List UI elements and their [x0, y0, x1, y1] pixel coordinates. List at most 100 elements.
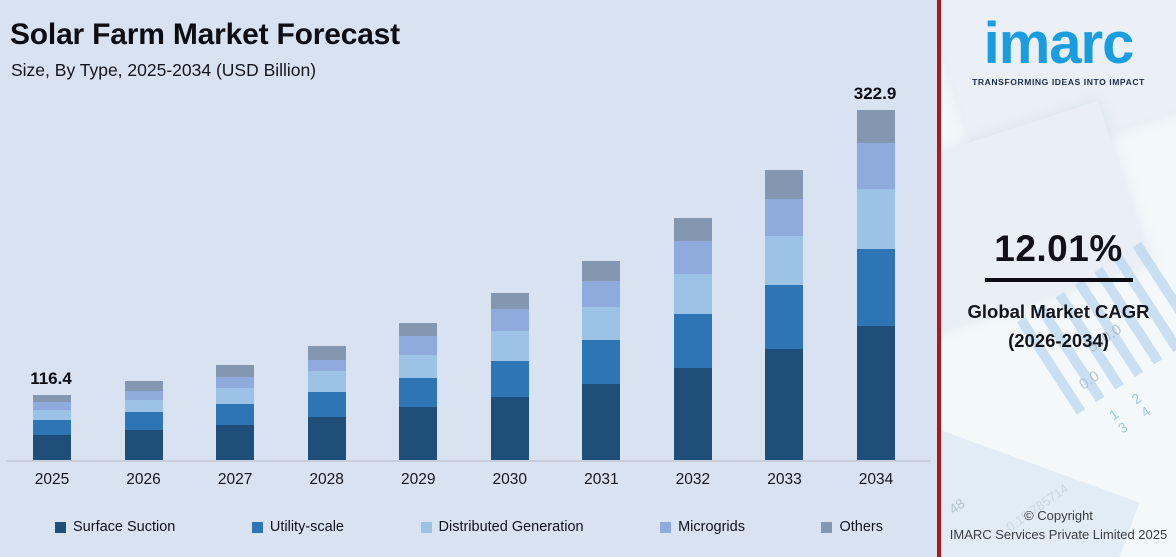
cagr-label-line2: (2026-2034) [1008, 329, 1109, 351]
legend-item-surface-suction: Surface Suction [55, 519, 175, 535]
copyright-notice: © Copyright IMARC Services Private Limit… [941, 507, 1176, 545]
bar-segment-distributed-generation [673, 274, 712, 314]
bar-segment-microgrids [33, 402, 71, 410]
chart-legend: Surface Suction Utility-scale Distributed … [55, 519, 883, 535]
legend-item-distributed-generation: Distributed Generation [420, 519, 584, 535]
bar-segment-others [857, 110, 896, 143]
bar-segment-microgrids [490, 309, 529, 331]
bar-segment-surface-suction [582, 384, 621, 461]
bar-segment-distributed-generation [490, 331, 529, 361]
bar-segment-microgrids [307, 360, 346, 371]
bar-segment-utility-scale [490, 361, 529, 397]
legend-swatch-icon [821, 521, 833, 533]
copyright-line1: © Copyright [1024, 508, 1093, 524]
x-axis-label-2033: 2033 [767, 471, 802, 488]
bar-segment-others [399, 323, 438, 336]
x-axis-label-2028: 2028 [309, 471, 344, 488]
cagr-value: 12.01% [994, 228, 1123, 269]
value-label-2034: 322.9 [853, 84, 897, 103]
x-axis-label-2030: 2030 [492, 471, 528, 488]
bar-segment-surface-suction [33, 435, 71, 461]
x-axis-label-2032: 2032 [675, 471, 711, 488]
x-axis-label-2034: 2034 [858, 471, 894, 488]
bar-segment-utility-scale [399, 378, 438, 407]
red-divider-bar [937, 0, 941, 557]
bar-segment-surface-suction [124, 430, 163, 461]
x-axis-label-2031: 2031 [584, 471, 619, 488]
decor-number: 0.0 [1076, 367, 1103, 394]
chart-subtitle: Size, By Type, 2025-2034 (USD Billion) [11, 60, 317, 80]
bar-segment-surface-suction [307, 417, 346, 461]
bar-segment-microgrids [216, 377, 255, 388]
bar-segment-utility-scale [33, 420, 71, 435]
imarc-tagline: TRANSFORMING IDEAS INTO IMPACT [972, 76, 1145, 87]
cagr-block: 12.01% Global Market CAGR (2026-2034) [941, 228, 1176, 355]
bar-2025 [33, 395, 71, 461]
bar-segment-surface-suction [399, 407, 438, 461]
bar-segment-others [765, 170, 804, 199]
bar-2033 [765, 170, 804, 461]
bar-segment-microgrids [857, 143, 896, 189]
legend-label: Microgrids [678, 519, 745, 535]
bar-2034 [857, 110, 896, 461]
bar-segment-microgrids [765, 199, 804, 236]
legend-label: Others [839, 519, 883, 535]
legend-label: Distributed Generation [438, 519, 584, 535]
legend-swatch-icon [251, 521, 263, 533]
cagr-label-line1: Global Market CAGR [967, 301, 1150, 322]
bar-segment-utility-scale [765, 285, 804, 349]
bar-segment-others [582, 261, 621, 281]
imarc-wordmark: imarc [983, 11, 1135, 76]
decor-axis-ticks: 1 2 3 4 [1105, 385, 1160, 437]
x-axis-label-2026: 2026 [126, 471, 161, 488]
x-axis-label-2027: 2027 [217, 471, 253, 488]
bar-segment-others [673, 218, 712, 241]
bar-2026 [124, 381, 163, 461]
legend-label: Surface Suction [73, 519, 176, 535]
branding-panel: 500.0 0.0 1 2 3 4 48 0.15.785714 imarc T… [941, 0, 1176, 557]
copyright-line2: IMARC Services Private Limited 2025 [949, 527, 1168, 543]
legend-label: Utility-scale [269, 519, 344, 535]
value-label-2025: 116.4 [30, 369, 72, 388]
imarc-logo: imarc TRANSFORMING IDEAS INTO IMPACT [941, 11, 1176, 87]
bar-segment-others [490, 293, 529, 309]
bar-segment-utility-scale [216, 404, 255, 425]
bar-2028 [307, 346, 346, 461]
bar-2027 [216, 365, 255, 461]
chart-section: Solar Farm Market Forecast Size, By Type… [0, 0, 937, 557]
bar-segment-surface-suction [857, 326, 896, 461]
bar-segment-utility-scale [857, 249, 896, 326]
bar-segment-others [33, 395, 71, 402]
bar-segment-distributed-generation [399, 355, 438, 378]
x-axis-label-2025: 2025 [34, 471, 70, 488]
x-axis-label-2029: 2029 [400, 471, 436, 488]
bar-segment-utility-scale [673, 314, 712, 368]
bar-segment-microgrids [124, 391, 163, 400]
bar-segment-utility-scale [582, 340, 621, 384]
cagr-underline [984, 278, 1133, 282]
bar-2031 [582, 261, 621, 461]
bar-segment-utility-scale [124, 412, 163, 430]
bar-segment-others [216, 365, 255, 377]
x-axis-line [6, 460, 931, 462]
bar-2032 [673, 218, 712, 461]
bar-segment-surface-suction [765, 349, 804, 461]
legend-swatch-icon [420, 521, 432, 533]
bar-segment-microgrids [673, 241, 712, 274]
legend-item-microgrids: Microgrids [660, 519, 745, 535]
legend-item-others: Others [821, 519, 883, 535]
bar-segment-microgrids [582, 281, 621, 307]
page-title: Solar Farm Market Forecast [10, 18, 400, 51]
legend-swatch-icon [660, 521, 672, 533]
bar-segment-surface-suction [490, 397, 529, 461]
bar-segment-distributed-generation [582, 307, 621, 340]
bar-segment-distributed-generation [765, 236, 804, 285]
bar-segment-distributed-generation [307, 371, 346, 392]
bar-segment-distributed-generation [33, 410, 71, 420]
legend-item-utility-scale: Utility-scale [251, 519, 344, 535]
bar-segment-others [124, 381, 163, 391]
bar-segment-distributed-generation [857, 189, 896, 249]
bar-segment-surface-suction [216, 425, 255, 461]
bar-segment-distributed-generation [124, 400, 163, 412]
